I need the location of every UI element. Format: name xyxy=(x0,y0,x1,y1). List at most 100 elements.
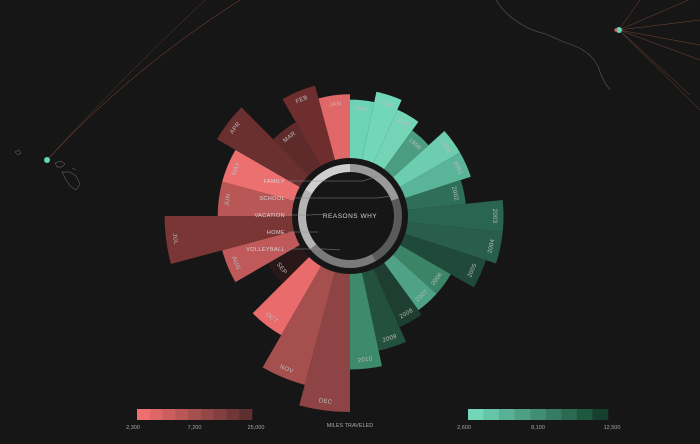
red-legend-swatch xyxy=(213,409,227,420)
reason-ring-segment xyxy=(372,198,402,262)
flight-line-2 xyxy=(46,0,206,161)
year-bar-1999 xyxy=(393,131,460,187)
reason-ring-segment xyxy=(310,244,376,268)
month-bar-jun xyxy=(217,181,294,216)
legend-caption: MILES TRAVELED xyxy=(327,423,374,429)
flight-line-1 xyxy=(46,0,241,161)
green-legend-swatch xyxy=(499,409,515,420)
year-bar-2008 xyxy=(373,262,422,328)
year-label-2004: 2004 xyxy=(487,238,496,254)
month-label-aug: AUG xyxy=(230,256,241,271)
green-legend-tick: 12,500 xyxy=(604,425,621,431)
green-legend-swatch xyxy=(483,409,500,420)
year-label-1995: 1995 xyxy=(378,99,394,109)
month-bar-feb xyxy=(282,85,335,166)
year-bar-2004 xyxy=(405,222,503,264)
reason-leader-line xyxy=(288,175,379,182)
year-label-2002: 2002 xyxy=(450,186,459,202)
year-bar-2003 xyxy=(407,199,504,233)
flight-line-3 xyxy=(618,0,700,111)
island-hawaii-1 xyxy=(14,149,22,156)
month-bar-jul xyxy=(164,216,294,264)
red-legend-swatch xyxy=(226,409,240,420)
month-label-may: MAY xyxy=(231,162,242,177)
green-legend-swatch xyxy=(514,409,531,420)
year-label-1994: 1994 xyxy=(354,106,369,114)
year-bar-2001 xyxy=(400,152,471,199)
reason-label-vacation: VACATION xyxy=(255,213,286,219)
month-label-jan: JAN xyxy=(329,101,342,109)
reason-leader-line xyxy=(288,248,341,251)
month-bar-mar xyxy=(273,122,321,175)
month-bar-sep xyxy=(267,245,309,284)
red-legend-swatch xyxy=(175,409,189,420)
month-bar-dec xyxy=(299,272,350,412)
green-legend-swatch xyxy=(530,409,547,420)
year-label-2003: 2003 xyxy=(491,209,497,224)
reason-label-school: SCHOOL xyxy=(259,196,285,202)
red-legend-tick: 7,200 xyxy=(188,425,202,431)
green-legend-swatch xyxy=(592,409,609,420)
year-bar-2005 xyxy=(400,233,486,288)
reason-label-volleyball: VOLLEYBALL xyxy=(246,247,285,253)
year-label-2005: 2005 xyxy=(467,263,479,279)
red-legend-tick: 25,000 xyxy=(248,425,265,431)
reason-label-home: HOME xyxy=(267,230,285,236)
year-bar-1995 xyxy=(362,91,402,164)
year-bar-2007 xyxy=(384,254,437,311)
red-legend-swatch xyxy=(137,409,151,420)
reasons-group: FAMILY SCHOOL VACATION HOME VOLLEYBALL xyxy=(246,175,393,253)
month-label-jun: JUN xyxy=(225,193,233,206)
month-bar-jan xyxy=(318,94,350,160)
origin-dot-hawaii xyxy=(44,157,50,163)
year-bar-2002 xyxy=(405,180,466,210)
month-bar-nov xyxy=(262,266,335,385)
green-legend-tick: 8,100 xyxy=(531,425,545,431)
origin-dot-east xyxy=(616,27,622,33)
year-bar-1994 xyxy=(350,99,375,160)
coastline-north xyxy=(495,0,611,91)
year-bar-2010 xyxy=(350,272,382,370)
origin-dot-east-red xyxy=(614,28,618,32)
reason-ring-segment xyxy=(298,190,317,250)
green-legend-swatch xyxy=(468,409,484,420)
month-label-nov: NOV xyxy=(279,364,294,375)
reason-ring-segment xyxy=(304,164,350,194)
month-bar-apr xyxy=(217,107,309,187)
year-bar-1997 xyxy=(373,109,419,170)
year-bar-2009 xyxy=(362,268,406,351)
month-label-feb: FEB xyxy=(295,95,309,105)
reason-leader-line xyxy=(288,213,326,216)
month-label-jul: JUL xyxy=(171,233,179,246)
bars-group xyxy=(164,85,504,412)
island-hawaii-2 xyxy=(54,160,81,191)
red-legend-swatch xyxy=(239,409,253,420)
month-bar-oct xyxy=(252,257,321,336)
year-label-2010: 2010 xyxy=(358,357,373,365)
center-ring: REASONS WHY xyxy=(298,164,402,268)
green-legend-swatch xyxy=(561,409,578,420)
month-label-dec: DEC xyxy=(318,398,333,406)
year-bar-2006 xyxy=(393,245,451,294)
month-bar-aug xyxy=(222,231,300,283)
red-legend-swatch xyxy=(162,409,176,420)
reason-leader-line xyxy=(288,195,393,199)
year-label-2001: 2001 xyxy=(452,160,464,176)
reason-label-family: FAMILY xyxy=(263,179,285,185)
background-map xyxy=(14,0,700,191)
red-legend-tick: 2,300 xyxy=(126,425,140,431)
month-bar-may xyxy=(222,149,300,201)
green-legend-swatch xyxy=(576,409,593,420)
red-legend-swatch xyxy=(188,409,202,420)
green-legend-tick: 2,600 xyxy=(457,425,471,431)
legends-group: 2,300 7,200 25,000 2,600 8,100 12,500 MILES TR… xyxy=(126,409,620,431)
center-label: REASONS WHY xyxy=(323,213,377,220)
green-legend-swatch xyxy=(545,409,562,420)
year-bar-1998 xyxy=(384,130,429,178)
reason-ring-segment xyxy=(350,164,399,201)
year-label-2009: 2009 xyxy=(382,334,398,344)
red-legend-swatch xyxy=(200,409,214,420)
red-legend-swatch xyxy=(149,409,163,420)
